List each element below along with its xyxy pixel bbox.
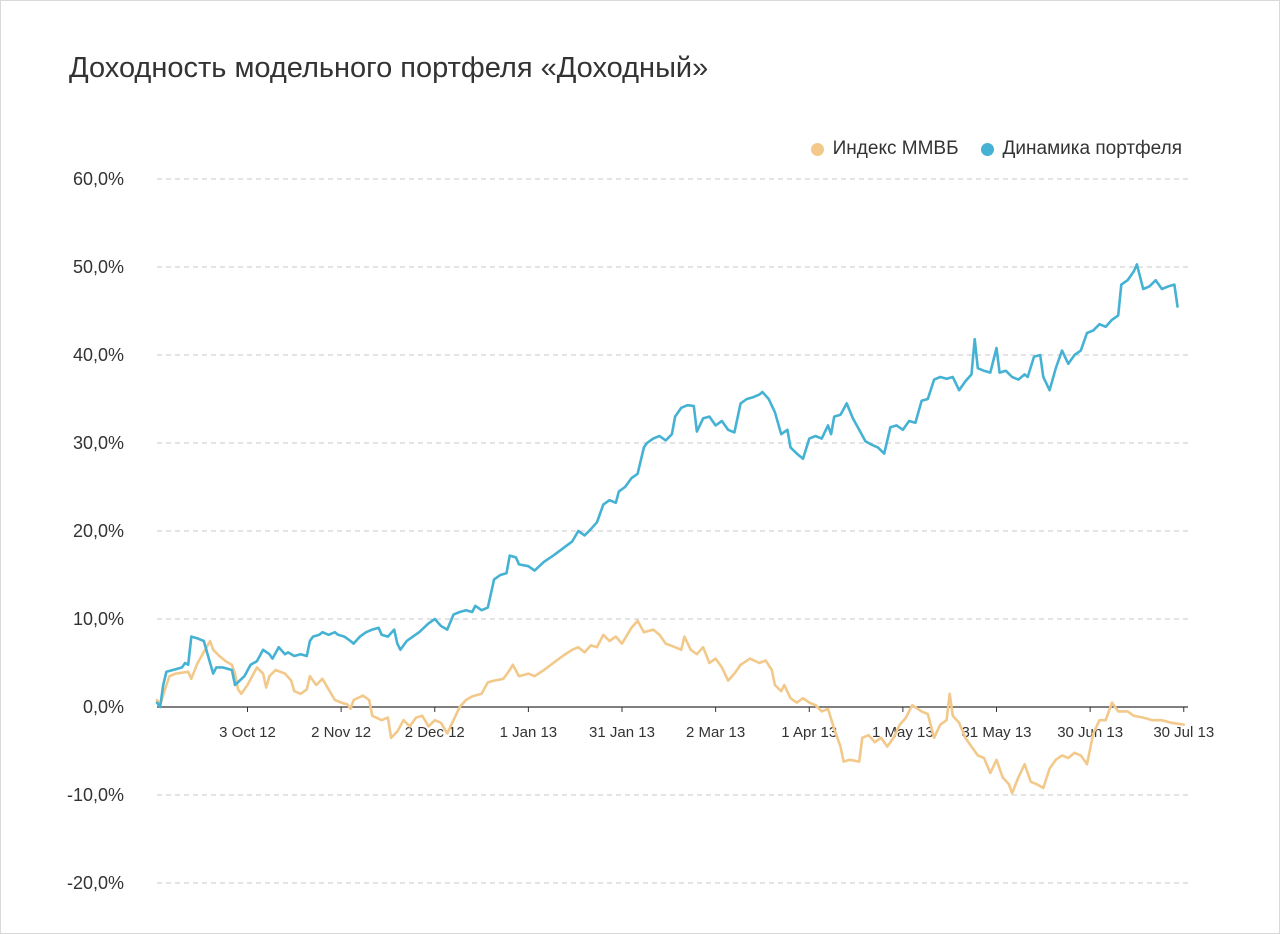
x-tick-label: 30 Jul 13 <box>1153 724 1214 741</box>
legend-item-index[interactable]: Индекс ММВБ <box>810 138 959 160</box>
y-tick-label: 10,0% <box>73 609 124 629</box>
legend-label-index: Индекс ММВБ <box>832 138 959 159</box>
x-tick-label: 2 Mar 13 <box>686 724 745 741</box>
y-tick-label: 30,0% <box>73 433 124 453</box>
y-axis: 60,0% 50,0% 40,0% 30,0% 20,0% 10,0% 0,0% -10,0%… <box>67 169 124 893</box>
y-tick-label: 0,0% <box>83 697 124 717</box>
y-tick-label: 40,0% <box>73 345 124 365</box>
x-tick-label: 1 Jan 13 <box>500 724 558 741</box>
y-tick-label: -20,0% <box>67 873 124 893</box>
legend-label-portfolio: Динамика портфеля <box>1002 138 1182 159</box>
x-tick-label: 2 Dec 12 <box>405 724 465 741</box>
x-tick-label: 31 Jan 13 <box>589 724 655 741</box>
chart-legend: Индекс ММВБ Динамика портфеля <box>810 138 1182 160</box>
x-tick-label: 1 May 13 <box>872 724 934 741</box>
x-tick-label: 1 Apr 13 <box>781 724 837 741</box>
y-tick-label: 20,0% <box>73 521 124 541</box>
x-tick-label: 30 Jun 13 <box>1057 724 1123 741</box>
y-tick-label: 50,0% <box>73 257 124 277</box>
chart-title: Доходность модельного портфеля «Доходный… <box>69 52 709 84</box>
y-tick-label: -10,0% <box>67 785 124 805</box>
x-axis: 3 Oct 12 2 Nov 12 2 Dec 12 1 Jan 13 31 Jan 1… <box>157 706 1214 741</box>
y-tick-label: 60,0% <box>73 169 124 189</box>
x-tick-label: 2 Nov 12 <box>311 724 371 741</box>
legend-swatch-index <box>810 142 824 156</box>
series-line-index <box>155 619 1186 795</box>
x-tick-label: 31 May 13 <box>961 724 1031 741</box>
legend-item-portfolio[interactable]: Динамика портфеля <box>980 138 1182 160</box>
legend-swatch-portfolio <box>980 142 994 156</box>
series-line-portfolio <box>155 263 1179 709</box>
grid-layer <box>157 178 1190 884</box>
x-tick-label: 3 Oct 12 <box>219 724 276 741</box>
series-layer <box>155 263 1186 795</box>
